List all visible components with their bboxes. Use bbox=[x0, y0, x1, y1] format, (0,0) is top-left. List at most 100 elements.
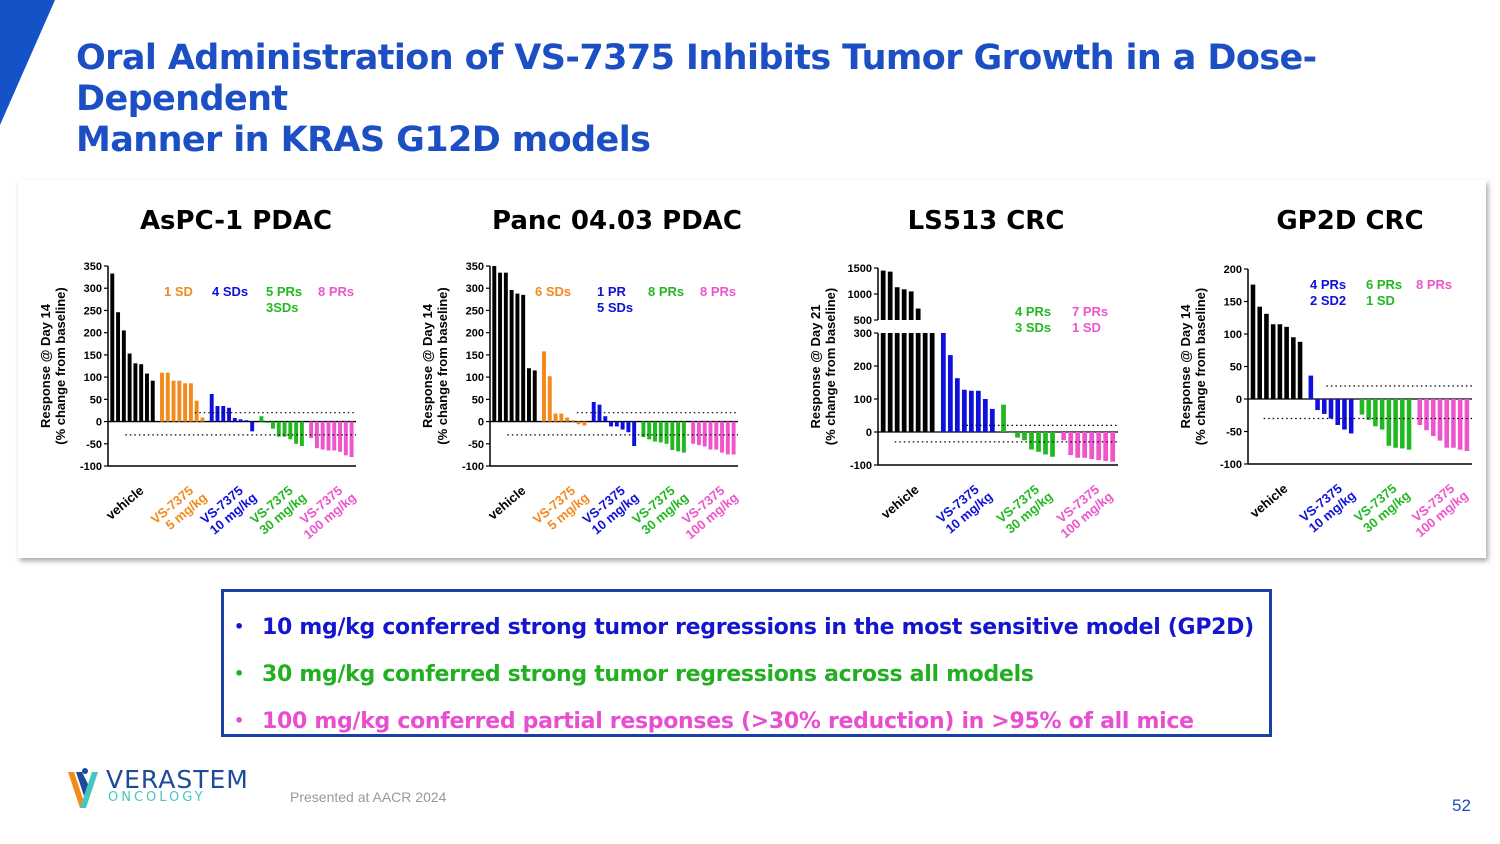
bar bbox=[188, 383, 193, 422]
bar bbox=[1291, 337, 1296, 399]
bar bbox=[309, 421, 314, 438]
response-annotation: 1 SD bbox=[164, 284, 193, 299]
bar bbox=[320, 421, 325, 450]
bar bbox=[670, 421, 675, 450]
bar bbox=[553, 413, 558, 422]
bar bbox=[144, 373, 149, 422]
bar bbox=[1270, 324, 1276, 399]
bar bbox=[1335, 399, 1341, 425]
response-annotation: 8 PRs bbox=[318, 284, 354, 299]
bar bbox=[276, 421, 281, 437]
response-annotation: 6 PRs bbox=[1366, 277, 1402, 292]
bar bbox=[343, 421, 348, 456]
y-tick-label: 100 bbox=[854, 394, 872, 406]
bar bbox=[526, 368, 531, 422]
category-label-line: vehicle bbox=[485, 483, 528, 523]
category-label-line: vehicle bbox=[1247, 481, 1290, 521]
bar bbox=[121, 330, 126, 422]
y-axis-label: Response @ Day 14 bbox=[1178, 304, 1193, 429]
bar-upper bbox=[901, 289, 907, 320]
bar bbox=[708, 421, 713, 450]
y-axis-label: (% change from baseline) bbox=[823, 288, 838, 445]
bar bbox=[1430, 399, 1436, 437]
bar bbox=[259, 416, 264, 422]
title-line-2: Manner in KRAS G12D models bbox=[76, 120, 651, 160]
y-tick-label: 100 bbox=[1224, 329, 1242, 341]
response-annotation: 7 PRs bbox=[1072, 304, 1108, 319]
bar bbox=[160, 372, 164, 422]
bar bbox=[165, 372, 170, 422]
bar bbox=[720, 421, 725, 453]
bar bbox=[1321, 399, 1327, 414]
bar-upper bbox=[894, 287, 900, 320]
y-tick-label: -50 bbox=[1226, 427, 1242, 439]
bar bbox=[691, 421, 696, 444]
bar bbox=[1068, 432, 1074, 456]
charts-panel bbox=[18, 180, 1486, 558]
bullet-text: 100 mg/kg conferred partial responses (>… bbox=[262, 709, 1194, 734]
category-label: VS-737530 mg/kg bbox=[247, 479, 309, 538]
bar bbox=[681, 421, 686, 453]
y-tick-label: 0 bbox=[478, 417, 484, 429]
y-axis-label: Response @ Day 21 bbox=[808, 305, 823, 429]
bar bbox=[901, 333, 907, 432]
y-tick-label: 100 bbox=[466, 372, 484, 384]
bar bbox=[664, 421, 669, 444]
bar bbox=[1103, 432, 1109, 462]
bar bbox=[1424, 399, 1429, 431]
y-axis-label: Response @ Day 14 bbox=[420, 303, 435, 428]
bar bbox=[1297, 341, 1303, 399]
y-tick-label: -100 bbox=[80, 461, 102, 473]
bar bbox=[338, 421, 343, 452]
y-tick-label: -50 bbox=[468, 439, 484, 451]
bar bbox=[150, 380, 155, 422]
bullet-dot: • bbox=[234, 617, 244, 636]
bar bbox=[492, 266, 497, 422]
bar bbox=[1061, 432, 1067, 441]
bar bbox=[915, 333, 921, 432]
bar bbox=[714, 421, 719, 450]
y-tick-label: 1500 bbox=[848, 263, 872, 275]
y-tick-label: 300 bbox=[854, 328, 872, 340]
bar bbox=[961, 389, 967, 432]
bar bbox=[1250, 284, 1256, 399]
bar bbox=[1029, 432, 1034, 450]
bar-upper bbox=[880, 270, 886, 320]
bar bbox=[183, 383, 188, 422]
bar bbox=[509, 290, 514, 422]
bar bbox=[314, 421, 319, 449]
bar bbox=[1386, 399, 1392, 446]
y-tick-label: -50 bbox=[86, 439, 102, 451]
bar bbox=[676, 421, 681, 452]
bar bbox=[215, 406, 220, 422]
bar bbox=[954, 378, 960, 432]
bar bbox=[1328, 399, 1334, 419]
bar bbox=[570, 420, 575, 422]
bar bbox=[1277, 324, 1283, 399]
bar bbox=[1075, 432, 1081, 458]
bar bbox=[940, 333, 946, 432]
bullet-text: 10 mg/kg conferred strong tumor regressi… bbox=[262, 615, 1254, 640]
bar bbox=[177, 380, 182, 422]
bar bbox=[139, 364, 144, 422]
bar bbox=[200, 417, 205, 422]
category-label: VS-73755 mg/kg bbox=[530, 479, 592, 538]
y-axis-label: (% change from baseline) bbox=[1193, 288, 1208, 445]
bar bbox=[641, 421, 646, 438]
bar bbox=[1359, 399, 1365, 415]
bar bbox=[591, 402, 596, 422]
bar bbox=[1379, 399, 1385, 430]
bar bbox=[702, 421, 707, 447]
bar bbox=[498, 272, 503, 422]
category-label: VS-737530 mg/kg bbox=[994, 478, 1056, 537]
bar bbox=[110, 273, 115, 422]
response-annotation: 1 SD bbox=[1072, 320, 1101, 335]
bar bbox=[887, 333, 893, 432]
bar bbox=[880, 333, 886, 432]
category-label: VS-737530 mg/kg bbox=[1351, 477, 1413, 536]
category-label: VS-7375100 mg/kg bbox=[1048, 478, 1115, 541]
y-tick-label: 100 bbox=[84, 372, 102, 384]
category-label: vehicle bbox=[485, 483, 528, 523]
bar bbox=[609, 421, 614, 427]
response-annotation: 4 PRs bbox=[1015, 304, 1051, 319]
